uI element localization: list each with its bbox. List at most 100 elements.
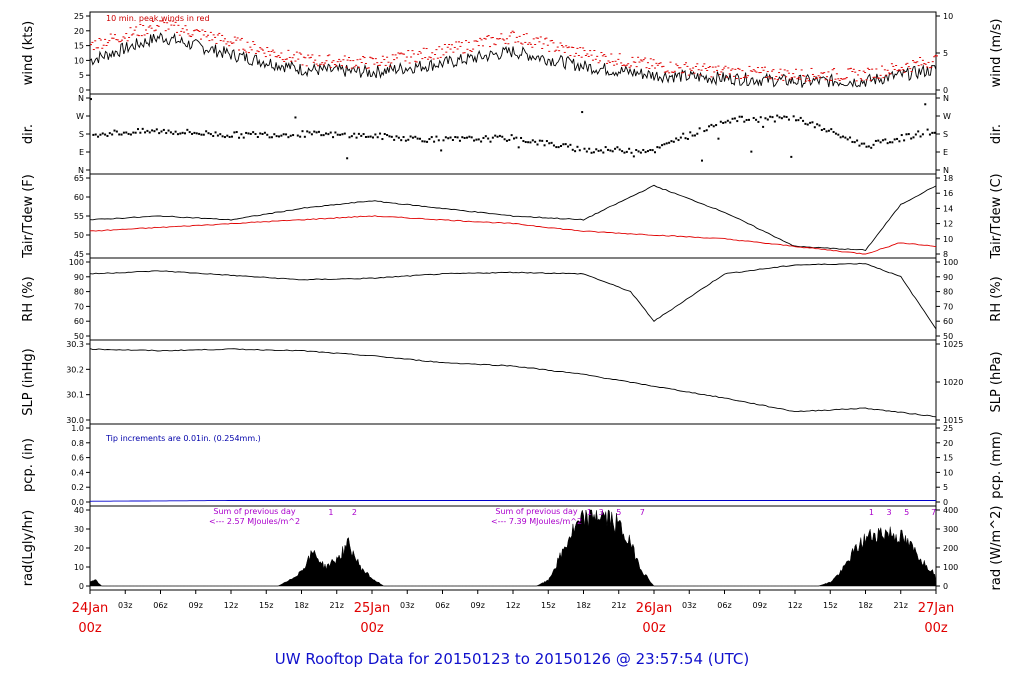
left-tick-label: 45 xyxy=(74,250,84,259)
right-tick-label: E xyxy=(943,148,948,157)
peak-wind-mark xyxy=(552,42,555,44)
direction-point xyxy=(108,132,111,135)
right-tick-label: 200 xyxy=(943,544,958,553)
direction-point xyxy=(842,135,844,138)
direction-point xyxy=(482,136,485,139)
peak-wind-mark xyxy=(147,26,150,28)
direction-point xyxy=(315,131,318,134)
peak-wind-mark xyxy=(866,67,869,69)
peak-wind-mark xyxy=(249,46,252,48)
peak-wind-mark xyxy=(212,34,215,36)
direction-point xyxy=(851,140,854,143)
direction-point xyxy=(388,135,391,138)
direction-point xyxy=(846,138,849,141)
peak-wind-mark xyxy=(304,57,307,59)
peak-wind-mark xyxy=(762,69,765,71)
direction-point xyxy=(762,125,765,128)
peak-wind-mark xyxy=(455,41,458,43)
peak-wind-mark xyxy=(395,57,398,59)
peak-wind-mark xyxy=(591,59,594,61)
left-tick-label: 20 xyxy=(74,544,84,553)
peak-wind-mark xyxy=(383,59,386,61)
direction-point xyxy=(574,150,577,153)
peak-wind-mark xyxy=(817,75,820,77)
direction-point xyxy=(698,127,701,130)
peak-wind-mark xyxy=(844,78,847,80)
peak-wind-mark xyxy=(654,67,656,69)
direction-point xyxy=(757,120,760,123)
left-tick-label: N xyxy=(78,166,84,175)
peak-wind-mark xyxy=(243,49,246,51)
peak-wind-mark xyxy=(511,30,514,32)
peak-wind-mark xyxy=(637,56,640,58)
direction-point xyxy=(411,136,414,139)
right-tick-label: 50 xyxy=(943,332,953,341)
peak-wind-mark xyxy=(700,69,703,71)
peak-wind-mark xyxy=(477,45,480,47)
direction-point xyxy=(301,130,304,133)
peak-wind-mark xyxy=(449,48,452,50)
peak-wind-mark xyxy=(879,74,882,76)
peak-wind-mark xyxy=(538,41,541,43)
right-tick-label: 15 xyxy=(943,454,953,463)
hour-marker: 7 xyxy=(640,508,645,517)
peak-wind-mark xyxy=(596,55,599,57)
left-tick-label: 0 xyxy=(79,582,84,591)
peak-wind-mark xyxy=(670,71,673,73)
peak-wind-mark xyxy=(576,47,579,49)
right-tick-label: 20 xyxy=(943,439,953,448)
direction-point xyxy=(160,130,163,133)
peak-wind-mark xyxy=(149,25,152,27)
peak-wind-mark xyxy=(838,79,841,81)
left-tick-label: 30.3 xyxy=(66,340,84,349)
peak-wind-mark xyxy=(548,50,551,52)
peak-wind-mark xyxy=(419,52,422,54)
peak-wind-mark xyxy=(606,62,609,64)
peak-wind-mark xyxy=(159,20,162,22)
direction-point xyxy=(313,130,316,133)
direction-point xyxy=(576,145,579,148)
direction-point xyxy=(430,136,433,139)
peak-wind-mark xyxy=(231,42,233,44)
direction-point xyxy=(607,148,609,151)
peak-wind-mark xyxy=(143,34,146,36)
direction-point xyxy=(550,141,553,144)
peak-wind-mark xyxy=(529,43,532,45)
peak-wind-mark xyxy=(346,59,349,61)
peak-wind-mark xyxy=(549,40,552,42)
peak-wind-mark xyxy=(235,39,238,41)
direction-point xyxy=(792,115,795,118)
left-tick-label: 15 xyxy=(74,42,84,51)
direction-point xyxy=(658,146,661,149)
peak-wind-mark xyxy=(490,37,493,39)
peak-wind-mark xyxy=(122,36,125,38)
direction-point xyxy=(205,130,208,133)
peak-wind-mark xyxy=(679,67,682,69)
x-day-hour-label: 00z xyxy=(78,621,102,636)
direction-point xyxy=(186,128,189,131)
peak-wind-mark xyxy=(693,72,696,74)
direction-point xyxy=(263,131,266,134)
peak-wind-mark xyxy=(204,31,207,33)
peak-wind-mark xyxy=(646,62,649,64)
peak-wind-mark xyxy=(119,40,122,42)
peak-wind-mark xyxy=(779,68,782,70)
direction-point xyxy=(701,159,703,162)
right-tick-label: 1025 xyxy=(943,340,963,349)
peak-wind-mark xyxy=(102,44,105,46)
panel-wind: 0 5 10 15 20 25 0 5 10 wind (kts) wind (m/s) 10 min… xyxy=(21,11,1004,95)
peak-wind-mark xyxy=(816,77,819,79)
peak-wind-mark xyxy=(270,51,273,53)
peak-wind-mark xyxy=(256,50,259,52)
direction-point xyxy=(357,132,360,135)
direction-point xyxy=(254,133,257,136)
peak-wind-mark xyxy=(673,70,676,72)
direction-point xyxy=(595,148,598,151)
direction-point xyxy=(461,136,464,139)
direction-point xyxy=(395,135,398,138)
peak-wind-mark xyxy=(109,33,112,35)
peak-wind-mark xyxy=(565,45,568,47)
direction-point xyxy=(383,132,386,135)
direction-point xyxy=(346,157,349,160)
peak-wind-mark xyxy=(450,44,453,46)
